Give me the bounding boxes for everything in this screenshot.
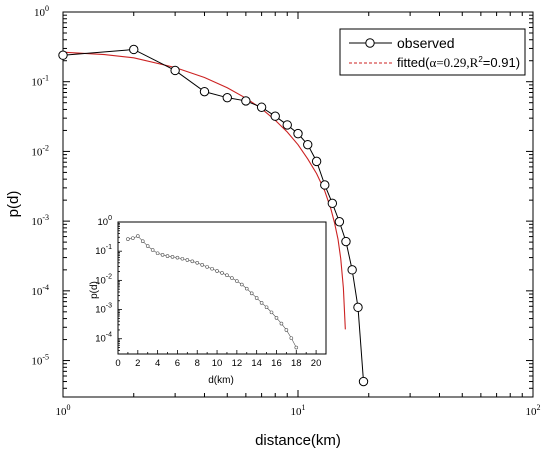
inset-x-tick-label: 14 bbox=[251, 358, 262, 369]
observed-point bbox=[341, 236, 351, 247]
inset-point bbox=[180, 256, 185, 261]
inset-point bbox=[126, 237, 130, 241]
inset-point bbox=[230, 276, 234, 280]
inset-point bbox=[136, 234, 140, 238]
inset-point bbox=[145, 244, 150, 248]
observed-point bbox=[282, 120, 292, 130]
observed-point bbox=[303, 139, 313, 150]
inset-x-tick-label: 20 bbox=[311, 358, 322, 369]
inset-point bbox=[264, 305, 269, 310]
inset-point bbox=[131, 236, 135, 240]
inset-point bbox=[170, 255, 175, 259]
observed-point bbox=[353, 302, 363, 313]
inset-x-tick-label: 10 bbox=[212, 358, 223, 369]
inset-y-axis-title: p(d) bbox=[89, 281, 100, 299]
observed-point bbox=[293, 128, 303, 139]
inset-point bbox=[140, 239, 145, 243]
observed-point bbox=[320, 180, 330, 190]
inset-point bbox=[259, 301, 264, 305]
y-tick-label: 10-3 bbox=[31, 213, 49, 228]
y-tick-label: 100 bbox=[34, 4, 49, 19]
inset-x-axis-title: d(km) bbox=[208, 375, 234, 386]
inset-point bbox=[244, 286, 249, 291]
inset-axis-ticks bbox=[117, 222, 327, 355]
inset-y-tick-label: 100 bbox=[98, 215, 113, 228]
inset-point bbox=[274, 316, 279, 320]
observed-point bbox=[199, 86, 210, 97]
inset-x-tick-label: 4 bbox=[155, 358, 160, 369]
inset-point bbox=[155, 251, 160, 256]
inset-point bbox=[175, 255, 180, 260]
legend-box bbox=[339, 28, 526, 76]
inset-point bbox=[284, 328, 289, 332]
legend-fitted-label: fitted(α=0.29,R2=0.91) bbox=[397, 55, 520, 70]
observed-point bbox=[334, 217, 345, 227]
inset-y-tick-label: 10-2 bbox=[95, 273, 112, 286]
inset-point bbox=[165, 254, 170, 258]
inset-x-tick-label: 18 bbox=[291, 358, 302, 369]
inset-point bbox=[289, 336, 294, 340]
legend: observed fitted(α=0.29,R2=0.91) bbox=[339, 28, 526, 76]
inset-point bbox=[294, 345, 299, 350]
inset-y-tick-label: 10-4 bbox=[95, 332, 112, 345]
observed-series bbox=[58, 44, 369, 387]
inset-x-tick-label: 8 bbox=[195, 358, 200, 369]
inset-point bbox=[215, 269, 219, 273]
x-tick-label: 101 bbox=[291, 403, 306, 418]
observed-point bbox=[270, 111, 280, 121]
fitted-series bbox=[62, 51, 346, 330]
fitted-line bbox=[62, 51, 346, 330]
inset-point bbox=[269, 310, 274, 315]
inset-point bbox=[235, 279, 239, 283]
x-tick-label: 102 bbox=[526, 403, 541, 418]
y-tick-label: 10-4 bbox=[31, 283, 49, 298]
inset-series bbox=[126, 234, 299, 350]
inset-point bbox=[205, 265, 209, 269]
observed-point bbox=[129, 44, 139, 55]
y-tick-label: 10-2 bbox=[31, 143, 49, 158]
observed-point bbox=[241, 96, 251, 106]
observed-point bbox=[311, 156, 322, 167]
y-tick-label: 10-5 bbox=[31, 353, 49, 368]
inset-axis-tick-labels: 0 2 4 6 8 10 12 14 16 18 20 10-4 10-3 10-2 10-1 100 bbox=[95, 215, 321, 369]
inset-y-tick-label: 10-3 bbox=[95, 303, 112, 316]
inset-point bbox=[220, 271, 224, 275]
observed-point bbox=[347, 265, 357, 275]
x-axis-title: distance(km) bbox=[255, 432, 341, 449]
inset-point bbox=[200, 263, 204, 267]
inset-x-tick-label: 6 bbox=[175, 358, 180, 369]
inset-point bbox=[150, 248, 155, 252]
observed-point bbox=[170, 65, 180, 76]
y-axis-title: p(d) bbox=[5, 191, 22, 218]
inset-point bbox=[160, 253, 165, 257]
y-tick-label: 10-1 bbox=[31, 74, 49, 89]
main-axis-ticks bbox=[62, 12, 533, 398]
observed-point bbox=[327, 198, 338, 209]
inset-x-tick-label: 0 bbox=[115, 358, 120, 369]
inset-point bbox=[279, 321, 284, 326]
inset-point bbox=[190, 259, 195, 264]
observed-point bbox=[222, 92, 232, 103]
inset-point bbox=[254, 296, 259, 300]
inset-plot-frame bbox=[117, 221, 327, 355]
inset-x-tick-label: 12 bbox=[232, 358, 243, 369]
inset-point bbox=[210, 266, 214, 271]
observed-point bbox=[256, 102, 267, 112]
inset-point bbox=[195, 260, 200, 265]
legend-observed-marker bbox=[365, 38, 375, 48]
observed-point bbox=[58, 50, 68, 60]
inset-y-tick-label: 10-1 bbox=[95, 244, 112, 257]
inset-point bbox=[249, 291, 254, 296]
x-tick-label: 100 bbox=[56, 403, 71, 418]
inset-x-tick-label: 2 bbox=[135, 358, 140, 369]
legend-observed-label: observed bbox=[397, 35, 455, 51]
inset-point bbox=[185, 258, 190, 262]
inset-x-tick-label: 16 bbox=[271, 358, 282, 369]
observed-point bbox=[358, 376, 369, 387]
inset-point bbox=[225, 273, 229, 278]
inset-point bbox=[240, 282, 244, 287]
